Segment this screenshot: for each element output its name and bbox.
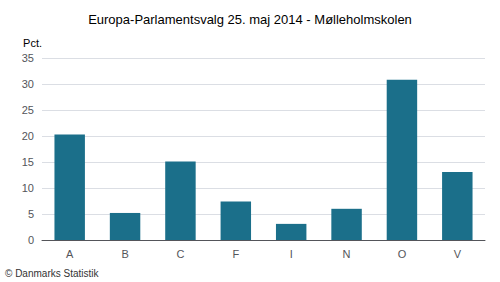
svg-text:V: V [454,248,462,260]
svg-text:A: A [66,248,74,260]
svg-text:O: O [398,248,407,260]
svg-text:C: C [176,248,184,260]
svg-text:5: 5 [28,208,34,220]
svg-text:15: 15 [22,156,34,168]
svg-text:30: 30 [22,78,34,90]
svg-text:N: N [343,248,351,260]
svg-text:© Danmarks Statistik: © Danmarks Statistik [5,268,100,279]
svg-text:10: 10 [22,182,34,194]
svg-text:Europa-Parlamentsvalg 25. maj: Europa-Parlamentsvalg 25. maj 2014 - Møl… [88,12,412,27]
svg-text:20: 20 [22,130,34,142]
svg-text:25: 25 [22,104,34,116]
svg-text:F: F [232,248,239,260]
svg-text:I: I [290,248,293,260]
svg-text:Pct.: Pct. [23,37,42,49]
svg-text:0: 0 [28,234,34,246]
svg-text:B: B [121,248,128,260]
svg-text:35: 35 [22,52,34,64]
